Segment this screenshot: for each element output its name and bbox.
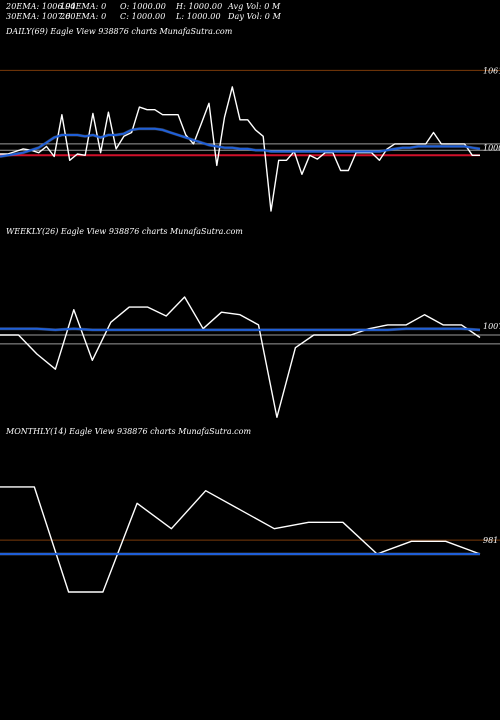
stat-100ema: 100EMA: 0 <box>60 2 107 11</box>
stat-30ema: 30EMA: 1007.6 <box>6 12 71 21</box>
price-line-2 <box>0 486 481 593</box>
price-line-1 <box>0 296 481 418</box>
ema-glow-0 <box>0 127 481 158</box>
stat-l: L: 1000.00 <box>176 12 221 21</box>
monthly-panel-title: MONTHLY(14) Eagle View 938876 charts Mun… <box>6 427 252 436</box>
price-line-0 <box>0 86 480 212</box>
ema-line-0 <box>0 127 481 158</box>
stat-c: C: 1000.00 <box>120 12 166 21</box>
weekly-panel-title: WEEKLY(26) Eagle View 938876 charts Muna… <box>6 227 243 236</box>
y-tick-label-1-0: 1007 <box>483 322 500 331</box>
y-tick-label-0-1: 1000 <box>483 144 500 153</box>
stat-avgvol: Avg Vol: 0 M <box>228 2 281 11</box>
ema-line-1 <box>0 327 481 331</box>
stat-200ema: 200EMA: 0 <box>60 12 107 21</box>
stat-dayvol: Day Vol: 0 M <box>228 12 281 21</box>
stat-o: O: 1000.00 <box>120 2 166 11</box>
stat-20ema: 20EMA: 1006.94 <box>6 2 76 11</box>
stat-h: H: 1000.00 <box>176 2 223 11</box>
y-tick-label-2-0: 981 <box>483 536 498 545</box>
daily-panel-title: DAILY(69) Eagle View 938876 charts Munaf… <box>6 27 233 36</box>
